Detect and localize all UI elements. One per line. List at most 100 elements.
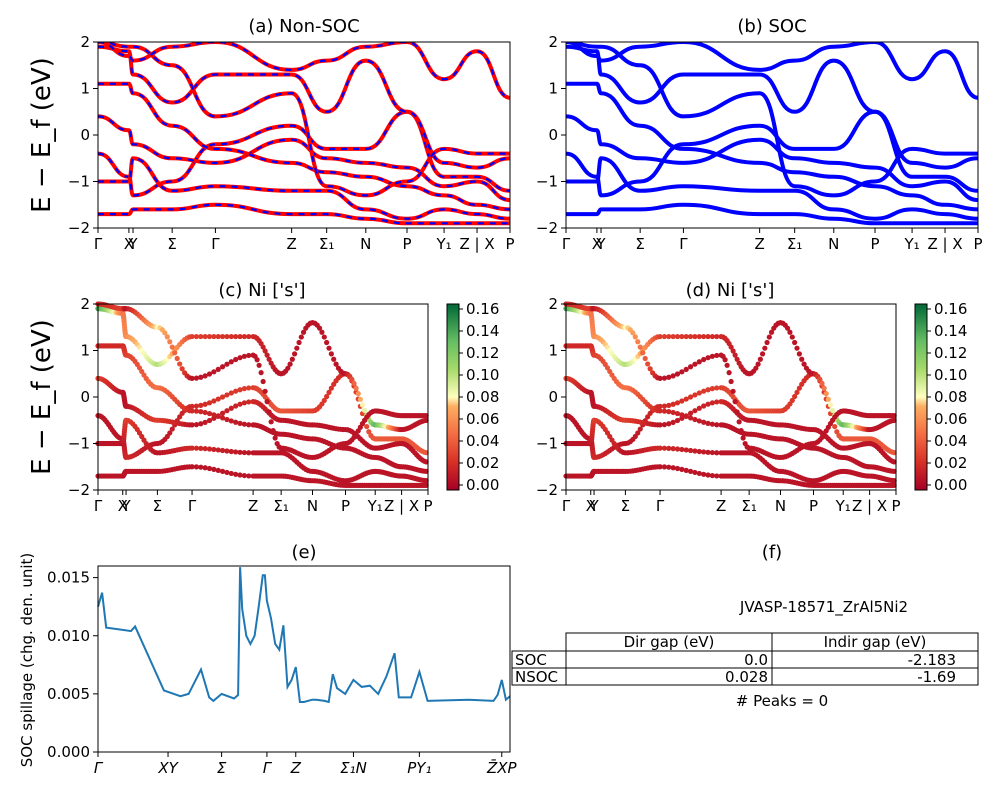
band-point bbox=[361, 407, 368, 414]
x-tick-label: P bbox=[341, 497, 350, 515]
band-point bbox=[262, 388, 268, 394]
band-point bbox=[796, 385, 802, 391]
band-point bbox=[228, 448, 234, 455]
band-point bbox=[670, 409, 676, 416]
x-tick-label: Y₁ bbox=[435, 235, 451, 253]
band-point bbox=[206, 465, 213, 472]
band-point bbox=[823, 391, 829, 397]
band-point bbox=[167, 430, 173, 436]
band-point bbox=[679, 412, 685, 418]
band-point bbox=[357, 396, 363, 402]
panel-a: (a) Non-SOC E − E_f (eV) 210−1−2Γ XY Σ Γ Z Σ₁… bbox=[27, 16, 515, 253]
band-point bbox=[787, 329, 793, 335]
colorbar-tick-label: 0.10 bbox=[466, 366, 499, 384]
x-tick-label: Γ bbox=[211, 235, 220, 253]
band-point bbox=[198, 409, 204, 415]
panel-f-title: (f) bbox=[762, 542, 782, 563]
band-point bbox=[796, 351, 802, 357]
band-point bbox=[734, 409, 740, 415]
band-point bbox=[224, 448, 230, 454]
band-point bbox=[211, 398, 217, 404]
band-point bbox=[224, 333, 230, 340]
band-point bbox=[206, 371, 213, 377]
band-point bbox=[753, 365, 759, 371]
x-tick-label: Y₁ bbox=[835, 497, 851, 515]
band-point bbox=[784, 325, 791, 331]
band-point bbox=[298, 334, 304, 340]
y-tick-label: 0 bbox=[548, 126, 558, 144]
gap-table-cell: -2.183 bbox=[908, 651, 956, 669]
x-tick-label: Z bbox=[286, 235, 296, 253]
band-point bbox=[193, 408, 200, 414]
band-point bbox=[324, 393, 330, 400]
x-tick-label: Y bbox=[127, 235, 138, 253]
band-point bbox=[674, 371, 681, 377]
band-point bbox=[169, 426, 175, 432]
gap-table-header-dir: Dir gap (eV) bbox=[624, 633, 715, 651]
panel-d-title: (d) Ni ['s'] bbox=[686, 280, 775, 301]
panel-a-title: (a) Non-SOC bbox=[248, 16, 359, 37]
band-point bbox=[179, 366, 185, 372]
band-point bbox=[687, 333, 694, 340]
band-point bbox=[762, 345, 768, 351]
band-point bbox=[825, 396, 831, 402]
band-point bbox=[169, 344, 175, 350]
band-point bbox=[228, 405, 234, 411]
x-tick-label: Σ₁ bbox=[273, 497, 289, 515]
band-point bbox=[324, 339, 330, 346]
band-point bbox=[219, 415, 226, 421]
band-point bbox=[353, 385, 359, 391]
band-point bbox=[198, 464, 204, 470]
band-point bbox=[642, 355, 648, 362]
band-point bbox=[687, 394, 694, 400]
x-tick-label: P bbox=[423, 497, 432, 515]
y-tick-label: 2 bbox=[548, 33, 558, 51]
band-point bbox=[738, 428, 744, 434]
band-point bbox=[766, 334, 772, 340]
panel-c-ylabel: E − E_f (eV) bbox=[27, 319, 57, 475]
band-line-overlay bbox=[98, 42, 510, 197]
band-point bbox=[294, 345, 300, 351]
y-tick-label: 0.000 bbox=[47, 743, 90, 761]
band-point bbox=[726, 370, 732, 376]
panel-c-colorbar bbox=[446, 303, 460, 491]
band-point bbox=[321, 334, 327, 340]
x-tick-label: Σ₁ bbox=[319, 235, 335, 253]
band-point bbox=[254, 357, 260, 363]
band-point bbox=[891, 468, 897, 474]
band-point bbox=[189, 445, 195, 451]
x-tick-label: Z bbox=[290, 759, 302, 777]
band-point bbox=[701, 471, 707, 477]
y-tick-label: −2 bbox=[68, 481, 90, 499]
panel-e-frame bbox=[97, 565, 511, 753]
x-tick-label: PY₁ bbox=[407, 759, 431, 777]
band-point bbox=[211, 466, 217, 472]
band-point bbox=[189, 403, 195, 409]
band-point bbox=[696, 470, 702, 477]
band-point bbox=[692, 448, 698, 454]
band-point bbox=[219, 333, 226, 340]
band-point bbox=[722, 357, 728, 363]
band-point bbox=[262, 348, 268, 354]
band-point bbox=[792, 339, 798, 346]
band-point bbox=[666, 464, 672, 470]
band-point bbox=[241, 400, 247, 406]
band-point bbox=[696, 405, 702, 411]
x-tick-label: Z | X bbox=[927, 235, 962, 253]
band-point bbox=[666, 402, 672, 408]
band-point bbox=[635, 430, 641, 436]
band-line bbox=[566, 81, 978, 212]
band-point bbox=[683, 447, 689, 453]
gap-table-header-indir: Indir gap (eV) bbox=[824, 633, 927, 651]
x-tick-label: Z bbox=[716, 497, 726, 515]
band-point bbox=[705, 420, 711, 426]
band-point bbox=[228, 359, 234, 365]
band-point bbox=[637, 426, 643, 432]
x-tick-label: X bbox=[586, 497, 596, 515]
band-point bbox=[701, 449, 707, 455]
band-point bbox=[705, 333, 711, 340]
x-tick-label: Z | X bbox=[384, 497, 419, 515]
band-point bbox=[714, 450, 720, 456]
band-point bbox=[705, 401, 711, 407]
